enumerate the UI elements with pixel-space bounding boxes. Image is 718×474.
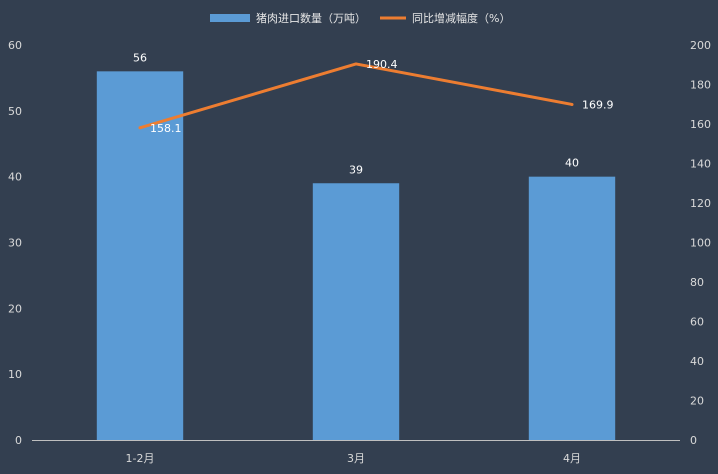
left-axis-tick-6: 60 [8, 39, 22, 52]
left-axis-tick-4: 40 [8, 171, 22, 184]
right-axis-tick-3: 60 [690, 316, 704, 329]
bar-0 [96, 71, 184, 440]
x-axis-tick-0: 1-2月 [126, 452, 155, 465]
x-axis: 1-2月 3月 4月 [32, 440, 680, 465]
bar-data-label-1: 39 [349, 163, 363, 176]
right-axis-tick-0: 0 [690, 434, 697, 447]
right-axis-tick-10: 200 [690, 39, 711, 52]
right-axis-tick-6: 120 [690, 197, 711, 210]
bar-series: 56 39 40 [96, 51, 616, 440]
right-axis-tick-7: 140 [690, 158, 711, 171]
left-axis-tick-0: 0 [15, 434, 22, 447]
line-data-label-1: 190.4 [366, 58, 398, 71]
line-point-1 [354, 62, 358, 66]
legend-swatch-bar [210, 14, 250, 22]
left-axis: 0 10 20 30 40 50 60 [8, 39, 22, 447]
right-axis-tick-9: 180 [690, 79, 711, 92]
line-point-2 [570, 102, 574, 106]
x-axis-tick-2: 4月 [563, 452, 581, 465]
line-path [139, 62, 573, 130]
bar-2 [528, 176, 616, 440]
right-axis-tick-8: 160 [690, 118, 711, 131]
x-axis-tick-1: 3月 [347, 452, 365, 465]
legend: 猪肉进口数量（万吨） 同比增减幅度（%） [210, 11, 510, 25]
legend-label-bar: 猪肉进口数量（万吨） [256, 12, 366, 25]
line-data-label-0: 158.1 [150, 122, 182, 135]
right-axis: 0 20 40 60 80 100 120 140 160 180 200 [690, 39, 711, 447]
right-axis-tick-5: 100 [690, 237, 711, 250]
right-axis-tick-4: 80 [690, 276, 704, 289]
line-series: 158.1 190.4 169.9 [138, 58, 614, 135]
line-data-label-2: 169.9 [582, 98, 614, 111]
bar-1 [312, 183, 400, 440]
right-axis-tick-2: 40 [690, 355, 704, 368]
left-axis-tick-3: 30 [8, 237, 22, 250]
right-axis-tick-1: 20 [690, 395, 704, 408]
bar-data-label-0: 56 [133, 51, 147, 64]
line-point-0 [138, 126, 142, 130]
bar-data-label-2: 40 [565, 157, 579, 170]
left-axis-tick-1: 10 [8, 368, 22, 381]
left-axis-tick-2: 20 [8, 302, 22, 315]
legend-label-line: 同比增减幅度（%） [412, 11, 510, 25]
left-axis-tick-5: 50 [8, 105, 22, 118]
